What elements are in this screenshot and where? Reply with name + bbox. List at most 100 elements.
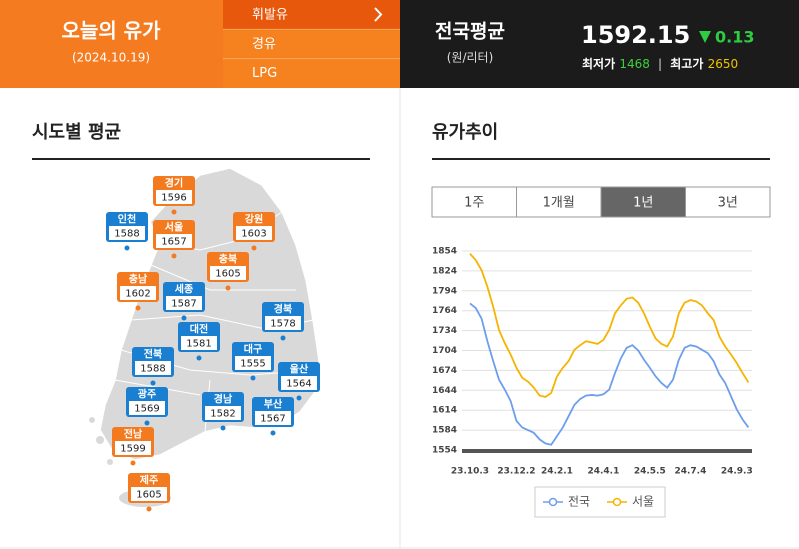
region-dot <box>220 425 226 431</box>
header-title: 오늘의 유가 <box>62 19 162 43</box>
region-name: 충북 <box>219 253 237 266</box>
menu-item[interactable] <box>223 58 400 88</box>
legend-marker <box>612 497 622 507</box>
badge-value-box <box>255 411 291 425</box>
region-value: 1582 <box>210 409 235 420</box>
tab-label[interactable]: 1년 <box>633 196 653 211</box>
menu-label[interactable]: 휘발유 <box>252 8 288 23</box>
region-value: 1581 <box>186 339 211 350</box>
badge-value-box <box>265 316 301 330</box>
badge-value-box <box>135 361 171 375</box>
tab-label[interactable]: 1주 <box>464 196 484 211</box>
badge-value-box <box>236 226 272 240</box>
summary-unit: (원/리터) <box>447 51 494 65</box>
data-line <box>469 253 750 398</box>
separator: | <box>658 57 662 71</box>
region-name: 대전 <box>190 323 208 336</box>
data-line <box>469 302 750 446</box>
region-value: 1567 <box>260 414 285 425</box>
region-value: 1578 <box>270 319 295 330</box>
summary-range: 최저가 1468 | 최고가 2650 <box>582 56 738 71</box>
x-tick-label: 24.5.5 <box>634 467 666 477</box>
region-dot <box>225 285 231 291</box>
y-tick-label: 1794 <box>432 286 457 296</box>
region-name: 부산 <box>264 398 283 411</box>
region-name: 인천 <box>118 213 136 226</box>
region-value: 1587 <box>171 299 196 310</box>
badge-value-box <box>109 226 145 240</box>
menu-item[interactable] <box>223 29 400 59</box>
region-dot <box>270 430 276 436</box>
region-dot <box>181 315 187 321</box>
region-name: 충남 <box>129 273 148 286</box>
map-borders <box>114 211 317 433</box>
legend-label: 전국 <box>568 495 590 509</box>
low-value: 1468 <box>619 57 650 71</box>
region-value: 1599 <box>120 444 145 455</box>
y-tick-label: 1674 <box>432 366 457 376</box>
y-tick-label: 1854 <box>432 247 457 257</box>
legend-marker <box>548 497 558 507</box>
badge-value-box <box>205 406 241 420</box>
x-tick-label: 23.10.3 <box>451 467 489 477</box>
x-tick-label: 23.12.2 <box>497 467 535 477</box>
badge-value-box <box>235 356 271 370</box>
tab-label[interactable]: 1개월 <box>543 196 575 211</box>
region-dot <box>124 245 130 251</box>
y-tick-label: 1644 <box>432 386 457 396</box>
region-name: 광주 <box>138 389 156 401</box>
summary-value: 1592.15 <box>581 21 690 49</box>
summary-label: 전국평균 <box>435 21 505 43</box>
tab[interactable] <box>516 186 602 218</box>
y-tick-label: 1704 <box>432 346 457 356</box>
map-island <box>89 417 95 423</box>
tab[interactable] <box>685 186 771 218</box>
low-label: 최저가 <box>582 56 615 71</box>
region-name: 세종 <box>175 283 193 296</box>
chevron <box>374 7 383 22</box>
region-value: 1602 <box>125 289 150 300</box>
region-dot <box>146 506 152 512</box>
region-value: 1605 <box>215 269 240 280</box>
y-tick-label: 1554 <box>432 446 457 456</box>
region-value: 1603 <box>241 229 266 240</box>
badge-value-box <box>120 286 156 300</box>
region-value: 1569 <box>134 404 159 415</box>
tab-label[interactable]: 3년 <box>718 196 738 211</box>
high-label: 최고가 <box>670 56 703 71</box>
region-name: 강원 <box>245 213 263 226</box>
region-value: 1605 <box>136 490 161 501</box>
header-panel <box>0 0 223 88</box>
map-title: 시도별 평균 <box>32 122 121 143</box>
x-axis <box>462 449 752 453</box>
region-dot <box>296 395 302 401</box>
badge-value-box <box>210 266 246 280</box>
summary-change: 0.13 <box>715 28 754 47</box>
region-dot <box>196 355 202 361</box>
badge-value-box <box>115 441 151 455</box>
menu-item[interactable] <box>223 0 400 30</box>
badge-value-box <box>281 376 317 390</box>
region-name: 서울 <box>165 221 183 234</box>
header-date: (2024.10.19) <box>72 51 150 65</box>
region-dot <box>250 375 256 381</box>
tab[interactable] <box>600 186 686 218</box>
region-value: 1555 <box>240 359 265 370</box>
region-dot <box>144 420 150 426</box>
tab[interactable] <box>431 186 517 218</box>
region-dot <box>171 253 177 259</box>
y-tick-label: 1764 <box>432 306 457 316</box>
region-name: 경북 <box>274 303 292 316</box>
region-dot <box>130 460 136 466</box>
menu-label[interactable]: LPG <box>252 66 277 81</box>
menu-label[interactable]: 경유 <box>252 37 276 52</box>
map-island <box>96 436 104 444</box>
region-name: 울산 <box>290 363 309 376</box>
down-arrow <box>699 31 711 43</box>
summary-panel <box>400 0 799 88</box>
region-dot <box>280 335 286 341</box>
region-dot <box>150 380 156 386</box>
x-tick-label: 24.9.3 <box>721 467 753 477</box>
region-dot <box>135 305 141 311</box>
